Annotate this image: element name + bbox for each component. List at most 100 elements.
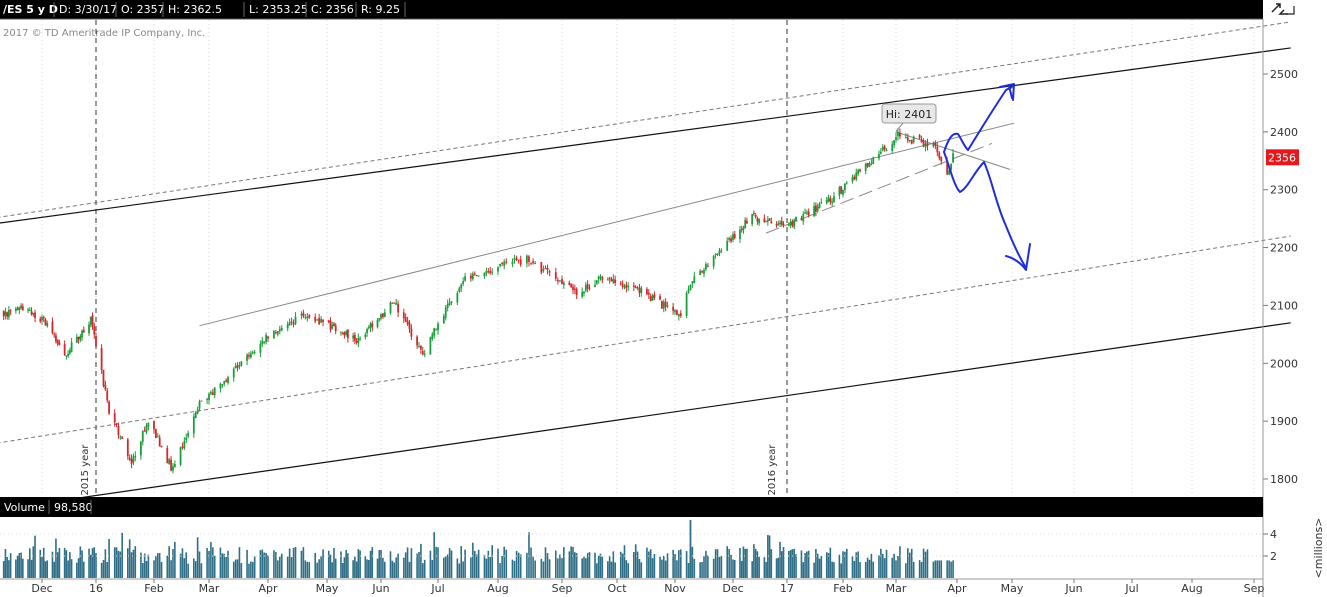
candle (893, 140, 896, 149)
candle-body (899, 132, 901, 137)
candle (899, 128, 901, 140)
volume-bars (2, 520, 954, 578)
candle (102, 369, 105, 388)
candle-body (70, 342, 73, 352)
candle (546, 264, 549, 275)
volume-bar (27, 559, 29, 578)
copyright-notice: 2017 © TD Ameritrade IP Company, Inc. (3, 28, 205, 39)
candle (693, 271, 696, 284)
candle-body (742, 227, 745, 230)
month-label: Apr (258, 582, 278, 595)
candle-body (288, 322, 291, 326)
candle-body (355, 341, 358, 343)
sync-icon[interactable] (1271, 3, 1288, 15)
volume-bar (384, 561, 386, 578)
candle (294, 312, 297, 326)
candle-body (940, 156, 943, 162)
volume-bar (754, 548, 757, 578)
candle-body (331, 325, 334, 329)
time-axis[interactable]: Dec 16 Feb Mar Apr May Jun Jul Aug Sep Oct Nov Dec 17… (31, 579, 1264, 595)
candle (659, 293, 661, 301)
volume-bar (117, 550, 120, 578)
volume-bar (46, 560, 49, 578)
month-label: Aug (1181, 582, 1202, 595)
candle-body (619, 282, 622, 284)
price-grid: 2015 year 2016 year (41, 20, 1255, 496)
volume-bar (718, 556, 721, 578)
volume-bar (472, 542, 474, 578)
candle (353, 332, 356, 345)
candle (825, 196, 828, 205)
volume-bar (825, 552, 828, 578)
candle (588, 284, 591, 291)
candle-body (640, 287, 643, 293)
candle (470, 273, 472, 282)
candle (121, 435, 124, 440)
dashed-upper-trendline (0, 21, 1291, 218)
volume-bar (8, 560, 10, 578)
candle (779, 220, 781, 227)
candle-body (499, 264, 501, 267)
expand-icon[interactable] (1286, 6, 1295, 15)
candle-body (556, 280, 559, 282)
volume-bar (934, 560, 937, 578)
price-axis[interactable]: 1800 1900 2000 2100 2200 2300 2400 2500 (1263, 68, 1298, 486)
volume-bar (838, 554, 841, 578)
candle (206, 397, 209, 404)
volume-bar (397, 553, 399, 578)
candle-body (246, 354, 248, 361)
volume-bar (354, 556, 356, 578)
candle (82, 326, 85, 333)
candle-body (950, 163, 952, 170)
volume-bar (273, 550, 275, 578)
candle (800, 215, 803, 221)
symbol-label[interactable]: /ES 5 y D (3, 3, 58, 16)
open-readout: O: 2357 (121, 3, 165, 16)
volume-bar (816, 553, 819, 578)
volume-bar (67, 560, 69, 578)
volume-bar (649, 549, 652, 578)
candle-body (842, 189, 844, 195)
candle-body (813, 206, 815, 217)
candle-body (340, 331, 342, 333)
candle (115, 423, 118, 428)
candle (458, 286, 461, 293)
candle-body (804, 212, 806, 214)
volume-bar (885, 549, 888, 578)
volume-bar (77, 558, 80, 578)
volume-bar (128, 539, 131, 578)
volume-bar (585, 558, 587, 578)
candle-body (68, 350, 71, 354)
candle (276, 331, 279, 337)
candle (4, 307, 7, 320)
volume-bar (29, 548, 31, 578)
volume-bar (410, 548, 413, 578)
candle (395, 298, 398, 305)
volume-bar (93, 547, 96, 578)
volume-bar (623, 545, 626, 578)
candle-body (595, 280, 598, 284)
volume-bar (121, 532, 123, 578)
candle-body (597, 276, 600, 280)
volume-bar (707, 555, 709, 578)
volume-bar (300, 550, 303, 578)
candle-body (300, 313, 303, 316)
candle (320, 316, 322, 324)
candle (881, 144, 884, 152)
volume-bar (102, 559, 105, 578)
volume-bar (716, 549, 719, 578)
volume-bar (827, 553, 830, 578)
candle (807, 208, 810, 218)
volume-bar (250, 561, 252, 578)
candle-body (75, 336, 78, 343)
volume-bar (489, 556, 492, 578)
candle-body (88, 324, 90, 334)
candle (742, 225, 745, 234)
volume-bar (880, 548, 882, 578)
candle-body (530, 262, 532, 264)
candle-body (302, 312, 305, 317)
candle-body (393, 302, 396, 304)
volume-bar (213, 555, 216, 578)
candle (79, 333, 82, 343)
